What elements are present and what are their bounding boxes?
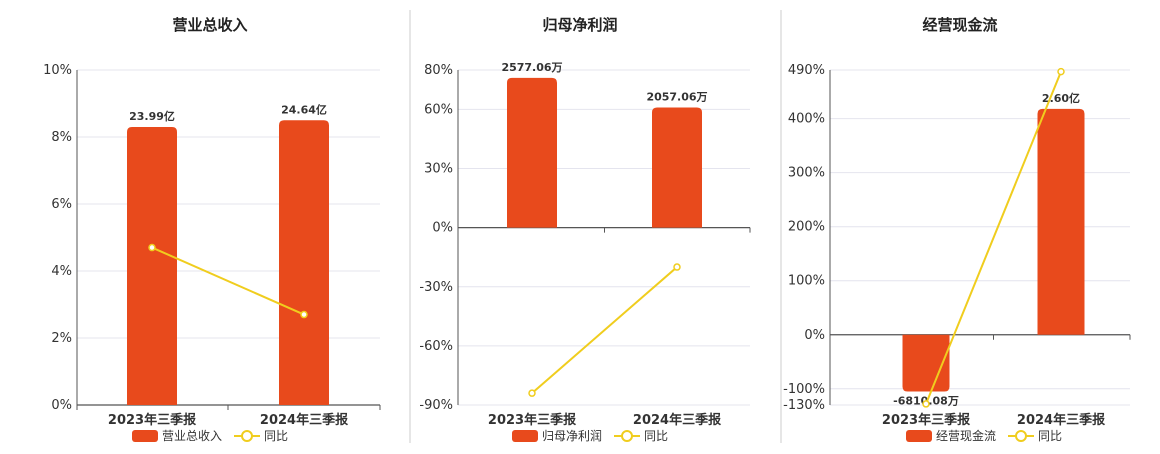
x-category-label: 2023年三季报 [882, 412, 971, 428]
chart-3: 经营现金流-130%-100%0%100%200%300%400%490%-68… [783, 16, 1131, 443]
y-tick-label: 100% [788, 274, 825, 289]
x-category-label: 2023年三季报 [488, 412, 577, 428]
y-tick-label: 6% [51, 197, 72, 212]
chart-title: 营业总收入 [172, 16, 247, 34]
legend-bar-label: 归母净利润 [542, 429, 602, 443]
yoy-point-1 [148, 243, 156, 252]
legend-bar-label: 经营现金流 [936, 428, 996, 443]
bar-2 [652, 107, 702, 228]
y-tick-label: 0% [804, 328, 825, 343]
x-category-label: 2024年三季报 [260, 412, 349, 428]
y-tick-label: 4% [51, 264, 72, 279]
legend-line-marker [241, 430, 253, 442]
y-tick-label: 300% [788, 166, 825, 181]
bar-2 [279, 120, 329, 405]
legend-line-label: 同比 [644, 429, 668, 443]
y-tick-label: -130% [783, 398, 825, 413]
y-tick-label: 0% [432, 221, 453, 236]
legend-line-marker [1015, 430, 1027, 442]
y-tick-label: 2% [51, 331, 72, 346]
chart-title: 经营现金流 [922, 16, 997, 34]
y-tick-label: 30% [424, 162, 453, 177]
chart-title: 归母净利润 [542, 16, 617, 34]
yoy-line [925, 71, 1062, 405]
y-tick-label: 490% [788, 63, 825, 78]
y-tick-label: 0% [51, 398, 72, 413]
legend-bar-swatch [132, 430, 158, 442]
y-tick-label: -30% [419, 280, 453, 295]
bar-value-label: 24.64亿 [281, 102, 327, 116]
bar-value-label: 23.99亿 [129, 109, 175, 123]
yoy-point-1 [922, 400, 930, 408]
x-category-label: 2024年三季报 [1017, 412, 1106, 428]
legend-line-label: 同比 [264, 429, 288, 443]
bar-1 [127, 126, 177, 405]
x-category-label: 2023年三季报 [108, 412, 197, 428]
x-category-label: 2024年三季报 [633, 412, 722, 428]
y-tick-label: 400% [788, 112, 825, 127]
y-tick-label: -100% [783, 382, 825, 397]
y-tick-label: 60% [424, 102, 453, 117]
legend-bar-swatch [906, 430, 932, 442]
bar-1 [507, 77, 557, 228]
legend-bar-label: 营业总收入 [162, 429, 222, 443]
yoy-point-2 [1057, 67, 1065, 76]
yoy-point-2 [673, 263, 681, 271]
y-tick-label: 8% [51, 130, 72, 145]
chart-2: 归母净利润 -90% -60% -30% 0% 30% 60% 80% 2577.06万 2057… [419, 16, 751, 443]
y-tick-label: 80% [424, 63, 453, 78]
legend-line-marker [621, 430, 633, 442]
legend-line-label: 同比 [1038, 429, 1062, 443]
bar-value-label: 2577.06万 [501, 61, 562, 74]
y-tick-label: 200% [788, 220, 825, 235]
bar-2 [1037, 108, 1085, 335]
yoy-line [151, 246, 305, 316]
yoy-point-2 [300, 310, 308, 319]
yoy-point-1 [528, 389, 536, 397]
bar-value-label: 2057.06万 [646, 90, 707, 103]
y-tick-label: -60% [419, 339, 453, 354]
yoy-line [531, 266, 678, 394]
y-tick-label: -90% [419, 398, 453, 413]
chart-1: 营业总收入 0% 2% 4% 6% 8% 10% 23.99亿 24.64亿 2023年三季报 20… [43, 16, 381, 443]
legend-bar-swatch [512, 430, 538, 442]
y-tick-label: 10% [43, 63, 72, 78]
